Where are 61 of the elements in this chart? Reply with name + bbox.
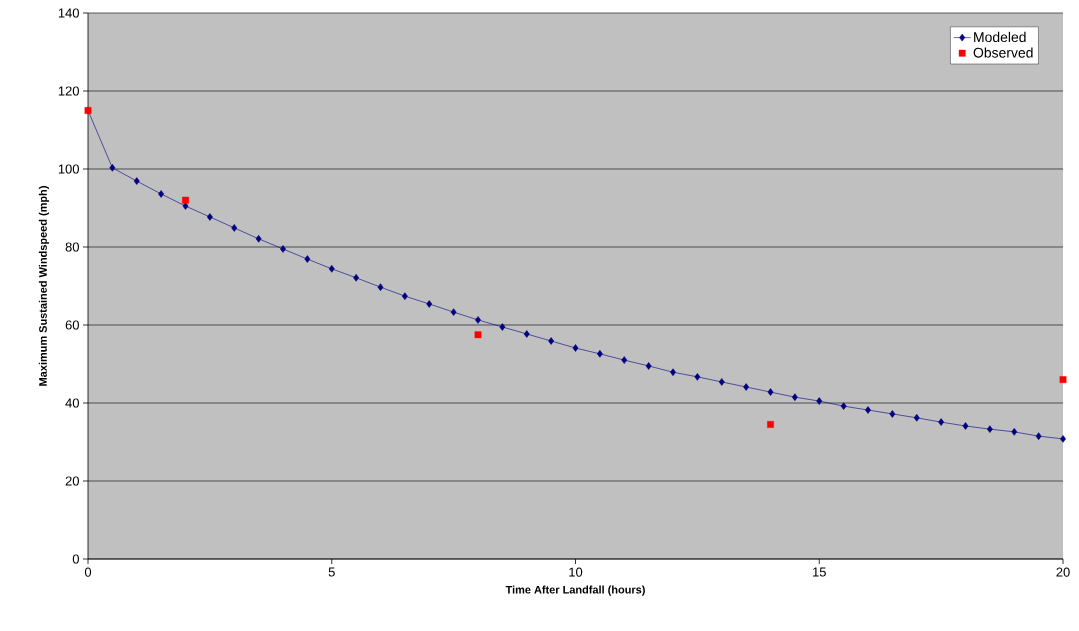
y-tick-label: 40 <box>65 398 79 408</box>
point <box>255 235 262 243</box>
point <box>426 300 433 308</box>
y-axis-title: Maximum Sustained Windspeed (mph) <box>38 186 50 386</box>
point <box>474 331 482 339</box>
point <box>1059 376 1067 383</box>
point <box>304 255 311 263</box>
y-tick-label: 60 <box>65 320 79 330</box>
point <box>572 344 579 352</box>
point <box>840 402 847 410</box>
point <box>109 164 116 172</box>
legend-label: Modeled <box>974 31 1026 43</box>
point <box>913 414 920 422</box>
point <box>889 410 896 418</box>
point <box>791 393 798 401</box>
x-tick-label: 20 <box>1056 567 1070 577</box>
point <box>718 378 725 386</box>
point <box>182 202 189 210</box>
point <box>548 337 555 345</box>
y-tick-label: 140 <box>58 8 79 18</box>
point <box>158 190 165 198</box>
point <box>1060 435 1066 443</box>
x-tick-label: 15 <box>813 567 826 577</box>
point <box>1011 428 1018 436</box>
y-tick-label: 0 <box>72 554 79 564</box>
point <box>499 323 506 331</box>
point <box>450 308 457 316</box>
point <box>133 177 140 185</box>
y-tick-label: 120 <box>58 86 79 96</box>
point <box>670 368 676 376</box>
point <box>353 274 360 282</box>
point <box>182 196 189 204</box>
point <box>621 356 628 364</box>
point <box>401 292 408 300</box>
y-tick-label: 80 <box>65 242 79 252</box>
x-tick-label: 5 <box>328 567 335 577</box>
point <box>231 224 238 232</box>
x-tick-label: 0 <box>84 567 92 577</box>
point <box>328 265 335 273</box>
point <box>938 418 945 426</box>
y-tick-label: 20 <box>65 476 79 486</box>
point <box>206 213 213 221</box>
point <box>767 388 774 396</box>
y-tick-label: 100 <box>58 164 79 174</box>
x-tick-label: 10 <box>569 567 583 577</box>
x-axis-title: Time After Landfall (hours) <box>505 585 645 596</box>
point <box>865 406 871 414</box>
legend-label: Observed <box>973 47 1033 58</box>
point <box>962 422 969 430</box>
point <box>645 362 652 370</box>
point <box>694 373 701 381</box>
point <box>523 330 530 338</box>
point <box>816 397 823 405</box>
point <box>596 350 603 358</box>
point <box>377 283 384 291</box>
point <box>986 425 993 433</box>
point <box>743 383 750 391</box>
point <box>1035 432 1042 440</box>
point <box>475 316 481 324</box>
point <box>280 245 286 253</box>
point <box>767 421 774 428</box>
